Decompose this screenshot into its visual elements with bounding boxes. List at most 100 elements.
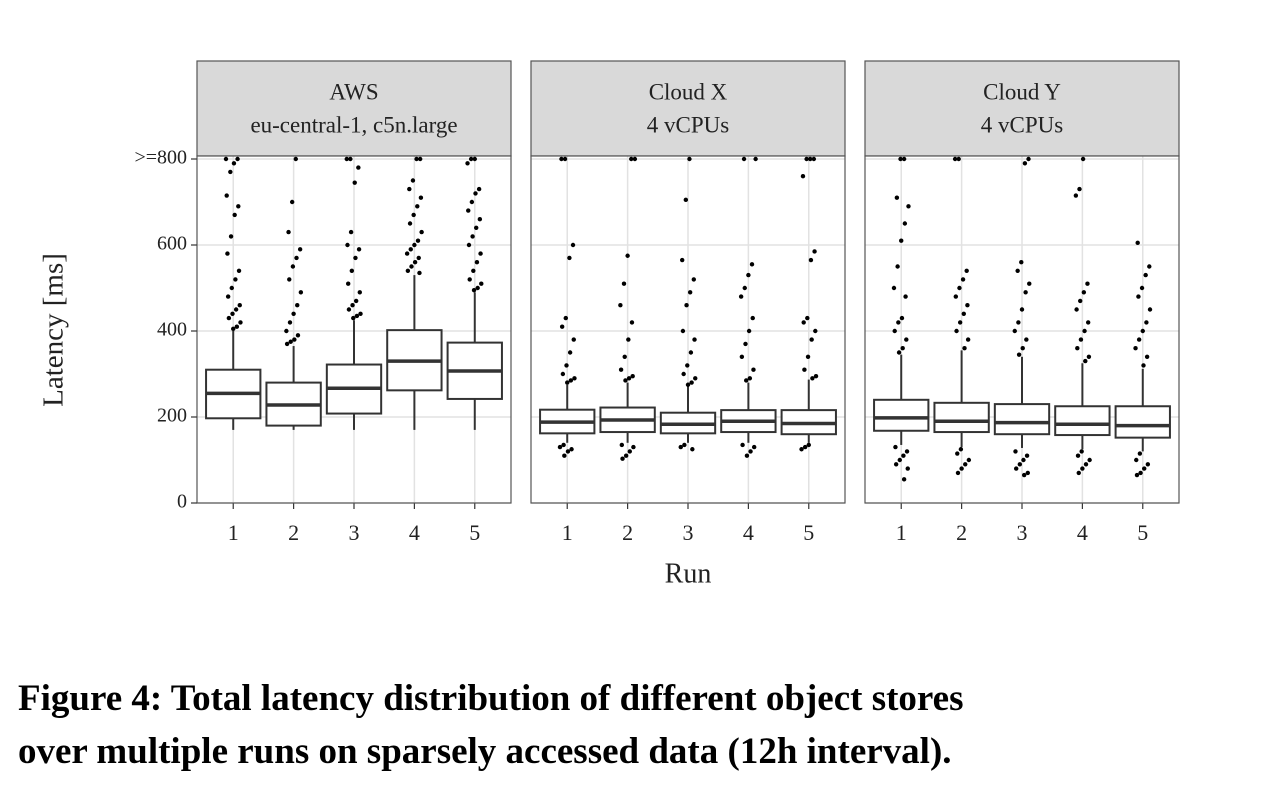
outlier	[963, 462, 968, 467]
outlier	[295, 303, 300, 308]
outlier	[1014, 466, 1019, 471]
outlier	[903, 294, 908, 299]
outlier	[1012, 328, 1017, 334]
x-tick-label: 1	[228, 520, 239, 545]
x-tick-label: 5	[803, 520, 814, 545]
caption-line: over multiple runs on sparsely accessed …	[18, 731, 952, 772]
outlier	[899, 238, 904, 243]
outlier	[893, 444, 898, 450]
outlier	[290, 264, 296, 269]
outlier	[410, 178, 416, 183]
outlier	[630, 373, 635, 379]
outlier	[1134, 472, 1140, 478]
outlier	[626, 337, 631, 342]
outlier	[466, 242, 472, 248]
outlier	[231, 161, 237, 166]
outlier	[892, 328, 897, 334]
outlier	[559, 324, 565, 329]
outlier	[1074, 307, 1079, 312]
outlier	[808, 257, 814, 263]
outlier	[474, 260, 480, 265]
outlier	[746, 272, 751, 278]
outlier	[356, 247, 362, 252]
outlier	[809, 337, 814, 342]
outlier	[681, 371, 686, 377]
panel-border	[196, 155, 512, 504]
outlier	[570, 242, 576, 248]
outlier	[1087, 457, 1092, 463]
outlier	[568, 378, 574, 383]
outlier	[1081, 290, 1087, 295]
outlier	[957, 285, 962, 291]
x-tick-label: 5	[1137, 520, 1148, 545]
outlier	[805, 315, 810, 321]
x-tick-label: 5	[469, 520, 480, 545]
outlier	[235, 156, 240, 162]
outlier	[629, 320, 635, 325]
outlier	[799, 447, 804, 452]
outlier	[802, 367, 807, 372]
outlier	[901, 156, 907, 162]
outlier	[1145, 462, 1151, 467]
outlier	[955, 470, 961, 476]
outlier	[746, 328, 752, 334]
outlier	[1139, 285, 1145, 291]
outlier	[562, 453, 567, 458]
outlier	[357, 290, 362, 295]
outlier	[293, 156, 298, 162]
x-tick-label: 3	[1017, 520, 1028, 545]
outlier	[904, 449, 910, 454]
outlier	[475, 285, 480, 291]
panel-border	[530, 155, 846, 504]
outlier	[225, 251, 230, 256]
outlier	[1013, 449, 1018, 454]
outlier	[476, 186, 482, 192]
outlier	[465, 161, 470, 166]
outlier	[466, 208, 471, 213]
outlier	[1137, 451, 1143, 456]
outlier	[813, 373, 819, 379]
outlier	[228, 169, 233, 175]
outlier	[956, 156, 961, 162]
outlier	[1080, 466, 1085, 471]
outlier	[1015, 268, 1020, 273]
outlier	[284, 328, 289, 334]
outlier	[1024, 453, 1030, 458]
outlier	[621, 281, 627, 286]
outlier	[965, 303, 970, 308]
outlier	[689, 380, 694, 385]
outlier	[958, 447, 964, 452]
outlier	[744, 453, 750, 458]
outlier	[805, 354, 811, 359]
outlier	[350, 303, 355, 308]
strip	[530, 60, 846, 157]
outlier	[808, 156, 813, 162]
outlier	[297, 247, 303, 252]
outlier	[472, 156, 477, 162]
outlier	[288, 339, 293, 344]
outlier	[411, 212, 416, 218]
outlier	[236, 268, 242, 273]
outlier	[572, 376, 577, 381]
outlier	[228, 234, 234, 239]
outlier	[467, 277, 472, 282]
box	[1114, 405, 1171, 439]
outlier	[358, 311, 363, 316]
x-tick-label: 1	[562, 520, 573, 545]
outlier	[232, 212, 237, 218]
outlier	[298, 290, 304, 295]
outlier	[897, 457, 902, 463]
outlier	[739, 354, 745, 359]
outlier	[629, 156, 634, 162]
outlier	[236, 204, 241, 209]
outlier	[478, 251, 483, 256]
outlier	[294, 255, 299, 261]
outlier	[626, 376, 632, 381]
outlier	[685, 382, 691, 387]
outlier	[747, 376, 753, 381]
outlier	[344, 156, 349, 162]
outlier	[1144, 320, 1149, 325]
outlier	[740, 442, 745, 448]
outlier	[753, 156, 758, 162]
